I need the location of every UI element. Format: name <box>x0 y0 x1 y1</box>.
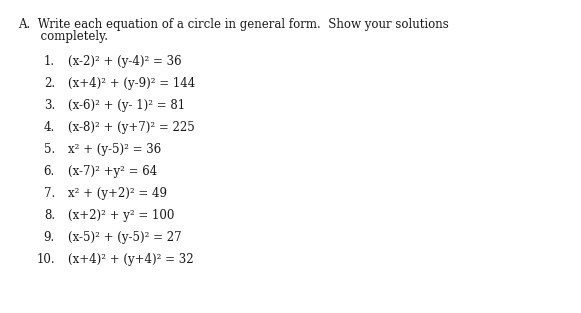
Text: (x+4)² + (y-9)² = 144: (x+4)² + (y-9)² = 144 <box>68 77 195 90</box>
Text: 5.: 5. <box>44 143 55 156</box>
Text: 9.: 9. <box>44 231 55 244</box>
Text: 4.: 4. <box>44 121 55 134</box>
Text: 1.: 1. <box>44 55 55 68</box>
Text: 2.: 2. <box>44 77 55 90</box>
Text: (x+4)² + (y+4)² = 32: (x+4)² + (y+4)² = 32 <box>68 253 193 266</box>
Text: 10.: 10. <box>37 253 55 266</box>
Text: (x-7)² +y² = 64: (x-7)² +y² = 64 <box>68 165 157 178</box>
Text: (x-6)² + (y- 1)² = 81: (x-6)² + (y- 1)² = 81 <box>68 99 185 112</box>
Text: 7.: 7. <box>44 187 55 200</box>
Text: x² + (y-5)² = 36: x² + (y-5)² = 36 <box>68 143 162 156</box>
Text: (x-8)² + (y+7)² = 225: (x-8)² + (y+7)² = 225 <box>68 121 195 134</box>
Text: (x+2)² + y² = 100: (x+2)² + y² = 100 <box>68 209 174 222</box>
Text: 8.: 8. <box>44 209 55 222</box>
Text: (x-2)² + (y-4)² = 36: (x-2)² + (y-4)² = 36 <box>68 55 182 68</box>
Text: 6.: 6. <box>44 165 55 178</box>
Text: completely.: completely. <box>18 30 108 43</box>
Text: (x-5)² + (y-5)² = 27: (x-5)² + (y-5)² = 27 <box>68 231 182 244</box>
Text: 3.: 3. <box>44 99 55 112</box>
Text: A.  Write each equation of a circle in general form.  Show your solutions: A. Write each equation of a circle in ge… <box>18 18 449 31</box>
Text: x² + (y+2)² = 49: x² + (y+2)² = 49 <box>68 187 167 200</box>
